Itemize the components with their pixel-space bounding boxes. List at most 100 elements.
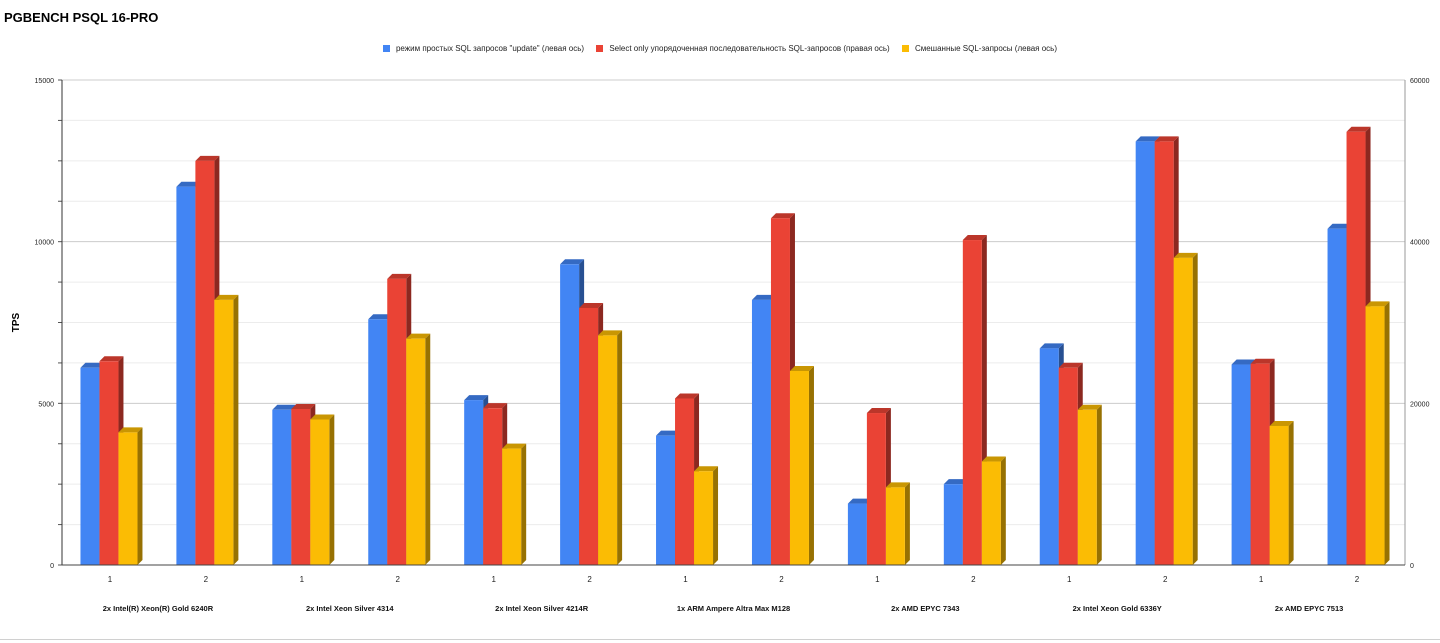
bar-series-2[interactable]	[962, 240, 982, 566]
bar-series-2[interactable]	[195, 160, 215, 566]
run-label: 2	[396, 575, 401, 584]
bar-top	[1077, 404, 1102, 410]
bar-top	[80, 362, 105, 368]
bar-series-3[interactable]	[502, 448, 522, 565]
bar-top	[483, 403, 508, 409]
bar-series-2[interactable]	[866, 413, 886, 565]
bar-series-1[interactable]	[176, 186, 196, 565]
bar-series-1[interactable]	[1231, 364, 1251, 565]
bar-side	[713, 466, 719, 565]
bar-series-3[interactable]	[1365, 306, 1385, 565]
bar-series-3[interactable]	[598, 335, 618, 565]
bar-series-3[interactable]	[694, 471, 714, 565]
bar-top	[847, 498, 872, 504]
bar-series-3[interactable]	[1269, 425, 1289, 565]
bar-top	[1135, 136, 1160, 142]
bar-series-1[interactable]	[656, 435, 676, 565]
legend-item-mixed[interactable]: Смешанные SQL-запросы (левая ось)	[901, 44, 1058, 53]
bar-series-3[interactable]	[118, 432, 138, 565]
bar-series-1[interactable]	[272, 409, 292, 565]
bar-series-3[interactable]	[789, 371, 809, 565]
bar-series-1[interactable]	[368, 319, 388, 565]
bar-series-2[interactable]	[291, 408, 311, 565]
bar-top	[770, 213, 795, 219]
run-label: 2	[779, 575, 784, 584]
bar-series-3[interactable]	[981, 461, 1001, 565]
bar-series-2[interactable]	[1346, 131, 1366, 565]
legend: режим простых SQL запросов "update" (лев…	[0, 44, 1440, 53]
bar-top	[1173, 252, 1198, 258]
bar-series-2[interactable]	[579, 307, 599, 565]
bar-top	[1327, 223, 1352, 229]
bar-side	[521, 443, 527, 565]
run-label: 1	[300, 575, 305, 584]
bar-series-2[interactable]	[1154, 141, 1174, 565]
bar-top	[656, 430, 681, 436]
bar-top	[1154, 136, 1179, 142]
group-label: 2x Intel Xeon Gold 6336Y	[1073, 604, 1162, 613]
bar-top	[962, 235, 987, 241]
left-tick-label: 15000	[35, 78, 55, 85]
bar-top	[176, 181, 201, 187]
bar-series-1[interactable]	[943, 484, 963, 565]
bar-series-1[interactable]	[1327, 228, 1347, 565]
bar-series-3[interactable]	[885, 487, 905, 565]
bar-top	[866, 408, 891, 414]
bar-series-2[interactable]	[675, 398, 695, 565]
bar-top	[310, 414, 335, 420]
bar-series-1[interactable]	[1135, 141, 1155, 565]
bar-side	[1096, 404, 1102, 565]
bar-series-2[interactable]	[99, 361, 119, 565]
bar-top	[1365, 301, 1390, 307]
bar-series-3[interactable]	[1173, 257, 1193, 565]
bar-series-2[interactable]	[770, 218, 790, 565]
bar-top	[751, 294, 776, 300]
bar-series-3[interactable]	[214, 299, 234, 565]
bar-series-2[interactable]	[387, 278, 407, 565]
bar-series-1[interactable]	[1039, 348, 1059, 565]
bar-side	[1288, 420, 1294, 565]
bar-series-3[interactable]	[1077, 409, 1097, 565]
bar-series-1[interactable]	[80, 367, 100, 565]
bar-series-3[interactable]	[310, 419, 330, 566]
bar-series-1[interactable]	[560, 264, 580, 565]
bar-side	[329, 414, 335, 565]
run-label: 2	[971, 575, 976, 584]
bottom-divider	[0, 639, 1440, 640]
left-tick-label: 0	[50, 563, 54, 570]
y-axis-title: TPS	[11, 312, 22, 332]
group-label: 1x ARM Ampere Altra Max M128	[677, 604, 790, 613]
legend-label-select-only: Select only упорядоченная последовательн…	[609, 44, 890, 53]
legend-item-update[interactable]: режим простых SQL запросов "update" (лев…	[382, 44, 584, 53]
bar-series-1[interactable]	[464, 400, 484, 565]
bar-top	[387, 273, 412, 279]
right-tick-label: 20000	[1410, 401, 1430, 408]
bar-side	[233, 294, 239, 565]
bar-series-1[interactable]	[751, 299, 771, 565]
bar-top	[368, 314, 393, 320]
bar-top	[579, 302, 604, 308]
bar-top	[560, 259, 585, 265]
legend-label-mixed: Смешанные SQL-запросы (левая ось)	[914, 44, 1058, 53]
bar-top	[1269, 420, 1294, 426]
bar-top	[1250, 358, 1275, 364]
bar-side	[1000, 456, 1006, 565]
right-tick-label: 0	[1410, 563, 1414, 570]
bar-side	[1192, 252, 1198, 566]
run-label: 2	[1355, 575, 1360, 584]
bar-series-1[interactable]	[847, 503, 867, 565]
run-label: 1	[1067, 575, 1072, 584]
run-label: 1	[875, 575, 880, 584]
bar-series-2[interactable]	[1058, 367, 1078, 565]
group-label: 2x Intel Xeon Silver 4314	[306, 604, 394, 613]
bar-top	[99, 356, 124, 362]
bar-top	[1231, 359, 1256, 365]
run-label: 1	[108, 575, 113, 584]
bar-series-2[interactable]	[483, 408, 503, 565]
bar-series-3[interactable]	[406, 338, 426, 565]
legend-swatch-update	[382, 45, 390, 52]
bar-series-2[interactable]	[1250, 363, 1270, 565]
legend-item-select-only[interactable]: Select only упорядоченная последовательн…	[596, 44, 890, 53]
run-label: 1	[683, 575, 688, 584]
